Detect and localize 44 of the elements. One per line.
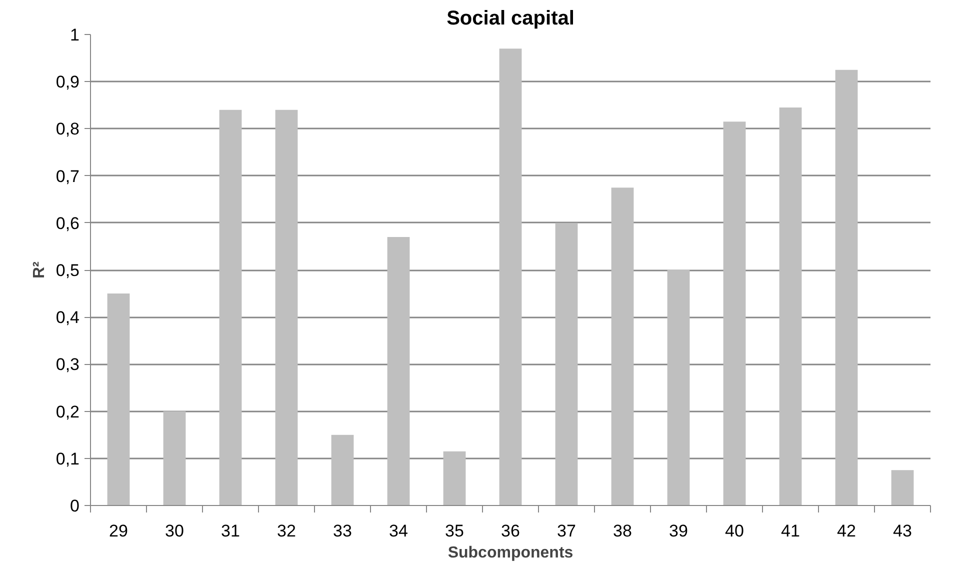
y-tick-label: 0,4 — [56, 308, 80, 328]
chart-title: Social capital — [446, 8, 574, 30]
x-tick-label: 31 — [221, 522, 240, 540]
bar — [387, 237, 410, 506]
y-tick-label: 0,8 — [56, 120, 80, 139]
x-tick-label: 33 — [333, 522, 352, 540]
bar — [723, 122, 746, 506]
x-tick-label: 39 — [669, 522, 688, 540]
bar — [275, 110, 298, 506]
x-tick-label: 35 — [445, 522, 464, 540]
y-axis-title: R² — [30, 262, 48, 278]
x-tick-label: 29 — [109, 522, 128, 540]
bar — [163, 411, 186, 506]
x-tick-label: 43 — [893, 522, 912, 540]
x-tick-label: 37 — [557, 522, 576, 540]
y-tick-label: 0,2 — [56, 402, 80, 422]
bar — [331, 434, 354, 506]
bar — [779, 108, 802, 506]
bar — [107, 294, 130, 506]
x-tick-label: 32 — [277, 522, 296, 540]
bar — [667, 270, 690, 506]
x-axis-title: Subcomponents — [448, 544, 574, 562]
x-tick-label: 34 — [389, 522, 408, 540]
y-tick-label: 0 — [70, 496, 80, 516]
y-tick-label: 0,7 — [56, 166, 80, 186]
x-tick-label: 36 — [501, 522, 520, 540]
bar — [891, 470, 914, 506]
x-tick-label: 30 — [165, 522, 184, 540]
y-tick-label: 1 — [70, 26, 80, 44]
bar — [611, 188, 634, 506]
x-tick-label: 38 — [613, 522, 632, 540]
x-tick-label: 40 — [725, 522, 744, 540]
bar — [443, 451, 466, 506]
y-tick-label: 0,6 — [56, 214, 80, 233]
bar — [555, 222, 578, 506]
y-tick-label: 0,9 — [56, 72, 80, 92]
bar — [499, 48, 522, 506]
y-tick-label: 0,3 — [56, 355, 80, 374]
x-tick-label: 42 — [837, 522, 856, 540]
x-tick-label: 41 — [781, 522, 800, 540]
y-tick-label: 0,1 — [56, 449, 80, 468]
bar — [219, 110, 242, 506]
bar — [835, 70, 858, 506]
y-tick-label: 0,5 — [56, 261, 80, 280]
